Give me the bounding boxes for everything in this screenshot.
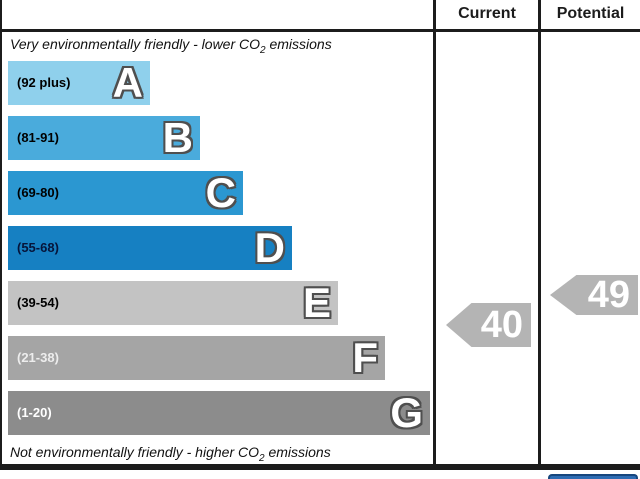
band-range-label: (55-68) [17,240,59,255]
band-range-label: (21-38) [17,350,59,365]
current-rating-value: 40 [480,303,523,346]
band-letter: D [254,224,285,271]
band-e: (39-54) E [8,281,338,325]
top-note-suffix: emissions [265,36,332,52]
top-note: Very environmentally friendly - lower CO… [10,36,430,56]
table-left-border [0,0,2,470]
header-bottom-border [0,29,640,32]
band-letter: A [112,59,143,106]
band-letter: E [302,279,331,326]
bottom-note-suffix: emissions [264,444,331,460]
current-column-header: Current [458,5,516,22]
current-column-divider [433,0,436,470]
band-range-label: (92 plus) [17,75,71,90]
band-range-label: (39-54) [17,295,59,310]
band-letter: B [162,114,193,161]
potential-column-divider [538,0,541,470]
band-letter: F [352,334,378,381]
potential-rating-pointer: 49 [550,275,638,315]
band-range-label: (69-80) [17,185,59,200]
bottom-note-subscript: 2 [259,452,265,464]
band-d: (55-68) D [8,226,292,270]
table-bottom-border [0,464,640,470]
band-f: (21-38) F [8,336,385,380]
bottom-note: Not environmentally friendly - higher CO… [10,444,430,464]
band-b: (81-91) B [8,116,200,160]
top-note-text: Very environmentally friendly - lower CO [10,36,261,52]
bottom-note-text: Not environmentally friendly - higher CO [10,444,259,460]
band-letter: G [390,389,423,436]
current-rating-pointer: 40 [446,303,531,347]
band-c: (69-80) C [8,171,243,215]
eu-flag-partial-icon [548,474,638,479]
band-letter: C [205,169,236,216]
band-range-label: (81-91) [17,130,59,145]
band-a: (92 plus) A [8,61,150,105]
top-note-subscript: 2 [260,44,266,56]
potential-rating-value: 49 [587,273,630,316]
band-g: (1-20) G [8,391,430,435]
band-range-label: (1-20) [17,405,52,420]
potential-column-header: Potential [556,5,625,22]
